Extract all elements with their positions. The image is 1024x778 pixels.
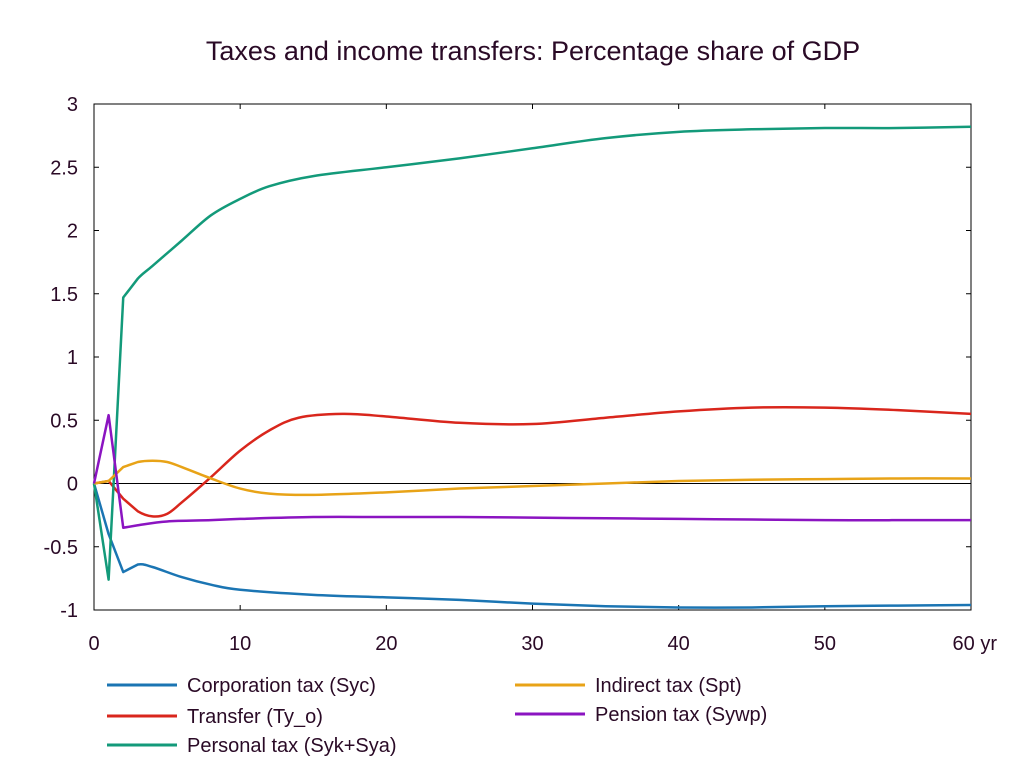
series-lines — [92, 125, 972, 609]
x-tick-label: 10 — [229, 633, 251, 655]
x-tick-label: 30 — [521, 633, 543, 655]
y-tick-label: -1 — [60, 600, 78, 622]
series-line-3 — [93, 459, 972, 497]
y-tick-label: 1 — [67, 347, 78, 369]
x-tick-label: 20 — [375, 633, 397, 655]
axis-ticks: -1-0.500.511.522.530 10 20 30 40 50 60 yr — [44, 94, 998, 655]
y-tick-label: 0.5 — [50, 410, 78, 432]
legend: Corporation tax (Syc) Transfer (Ty_o) Pers… — [107, 675, 767, 757]
x-tick-label: 60 yr — [953, 633, 998, 655]
y-tick-label: 0 — [67, 474, 78, 496]
chart-title: Taxes and income transfers: Percentage s… — [206, 36, 860, 66]
x-tick-label: 0 — [88, 633, 99, 655]
series-line-2 — [92, 125, 972, 581]
legend-label-3: Indirect tax (Spt) — [595, 675, 742, 697]
plot-frame — [93, 103, 972, 611]
series-line-1 — [93, 405, 972, 518]
y-tick-label: 2.5 — [50, 157, 78, 179]
y-tick-label: 3 — [67, 94, 78, 116]
x-tick-label: 40 — [668, 633, 690, 655]
legend-label-4: Pension tax (Sywp) — [595, 704, 767, 726]
legend-label-1: Transfer (Ty_o) — [187, 706, 323, 728]
y-tick-label: -0.5 — [44, 537, 78, 559]
y-tick-label: 2 — [67, 221, 78, 243]
y-tick-label: 1.5 — [50, 284, 78, 306]
x-tick-label: 50 — [814, 633, 836, 655]
series-line-0 — [92, 483, 972, 609]
legend-label-2: Personal tax (Syk+Sya) — [187, 735, 397, 757]
legend-label-0: Corporation tax (Syc) — [187, 675, 376, 697]
series-line-4 — [92, 413, 971, 530]
